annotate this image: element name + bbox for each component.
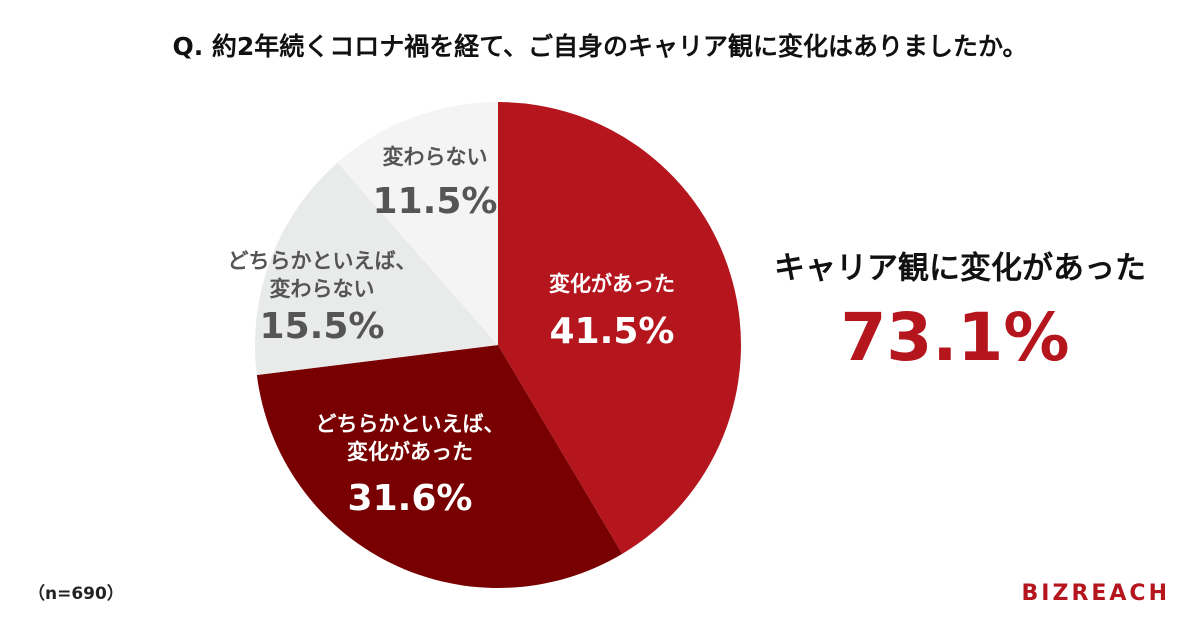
slice-value-label: 11.5% <box>373 181 498 222</box>
chart-title: Q. 約2年続くコロナ禍を経て、ご自身のキャリア観に変化はありましたか。 <box>172 32 1027 61</box>
slice-value-label: 15.5% <box>260 306 385 347</box>
pie-slice <box>255 162 498 376</box>
pie-slice <box>256 345 623 588</box>
slice-value-label: 31.6% <box>348 478 473 519</box>
pie-slice <box>337 102 498 345</box>
summary-label: キャリア観に変化があった <box>774 251 1146 287</box>
slice-label: 変わらない <box>270 277 375 301</box>
slice-label: 変わらない <box>383 145 488 169</box>
summary-value: 73.1% <box>841 299 1070 376</box>
pie: 変化があった41.5%どちらかといえば、変化があった31.6%どちらかといえば、… <box>228 102 742 588</box>
pie-slice <box>498 102 742 554</box>
slice-label: 変化があった <box>347 440 473 464</box>
sample-note: （n=690） <box>28 583 124 604</box>
slice-label: どちらかといえば、 <box>316 412 505 436</box>
slice-value-label: 41.5% <box>550 311 675 352</box>
slice-label: 変化があった <box>549 272 675 296</box>
slice-label: どちらかといえば、 <box>228 249 417 273</box>
brand-logo: BIZREACH <box>1022 581 1170 606</box>
